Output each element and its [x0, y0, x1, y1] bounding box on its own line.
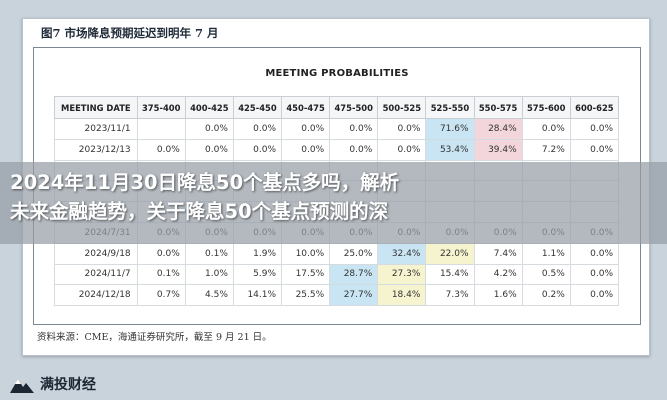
- probability-cell: 0.0%: [281, 138, 331, 161]
- probability-cell: 7.2%: [521, 138, 571, 161]
- probability-cell: 0.0%: [521, 118, 571, 140]
- meeting-date-cell: 2023/12/13: [54, 138, 138, 161]
- probability-cell: 0.0%: [232, 138, 283, 161]
- column-header-rate-range: 500-525: [377, 96, 427, 119]
- probability-cell: 1.9%: [232, 242, 283, 265]
- table-header-row: MEETING DATE 375-400 400-425 425-450 450-475…: [54, 96, 620, 119]
- probability-cell: 25.0%: [329, 242, 379, 265]
- probability-cell: 15.4%: [425, 263, 475, 286]
- column-header-meeting-date: MEETING DATE: [54, 96, 138, 119]
- probability-cell: 0.0%: [569, 263, 620, 286]
- probability-cell: 4.5%: [184, 284, 234, 307]
- table-heading: MEETING PROBABILITIES: [265, 68, 409, 79]
- probability-cell: 53.4%: [425, 138, 475, 161]
- probability-cell: 0.0%: [281, 118, 331, 140]
- probability-cell: 18.4%: [377, 284, 427, 307]
- probability-cell: 1.1%: [521, 242, 571, 265]
- probability-cell: 0.0%: [232, 118, 283, 140]
- probability-cell: 71.6%: [425, 118, 475, 140]
- probability-cell: 0.0%: [569, 284, 620, 307]
- probability-cell: 0.0%: [136, 138, 186, 161]
- probability-cell: 0.0%: [184, 138, 234, 161]
- probability-cell: 28.7%: [329, 263, 379, 286]
- headline-line-2: 未来金融趋势，关于降息50个基点预测的深: [10, 200, 389, 223]
- probability-cell: 5.9%: [232, 263, 283, 286]
- probability-cell: 32.4%: [377, 242, 427, 265]
- probability-cell: 0.0%: [377, 118, 427, 140]
- meeting-date-cell: 2024/11/7: [54, 263, 138, 286]
- probability-cell: 0.0%: [569, 118, 620, 140]
- probability-cell: 0.0%: [569, 242, 620, 265]
- probability-cell: [136, 118, 186, 140]
- probability-cell: 7.4%: [473, 242, 523, 265]
- probability-cell: 27.7%: [329, 284, 379, 307]
- probability-cell: 0.0%: [136, 242, 186, 265]
- probability-cell: 14.1%: [232, 284, 283, 307]
- column-header-rate-range: 550-575: [473, 96, 523, 119]
- figure-title: 图7 市场降息预期延迟到明年 7 月: [41, 26, 219, 40]
- probability-cell: 39.4%: [473, 138, 523, 161]
- probability-cell: 1.0%: [184, 263, 234, 286]
- meeting-date-cell: 2024/12/18: [54, 284, 138, 307]
- column-header-rate-range: 425-450: [232, 96, 283, 119]
- probability-cell: 27.3%: [377, 263, 427, 286]
- brand-name: 满投财经: [40, 377, 96, 393]
- column-header-rate-range: 525-550: [425, 96, 475, 119]
- probability-cell: 7.3%: [425, 284, 475, 307]
- source-note: 资料来源：CME，海通证券研究所，截至 9 月 21 日。: [37, 332, 272, 343]
- column-header-rate-range: 375-400: [136, 96, 186, 119]
- column-header-rate-range: 400-425: [184, 96, 234, 119]
- probability-cell: 4.2%: [473, 263, 523, 286]
- probability-cell: 0.7%: [136, 284, 186, 307]
- table-row: 2023/11/1 0.0% 0.0% 0.0% 0.0% 0.0% 71.6% 28.4% 0…: [54, 118, 620, 140]
- table-row: 2024/12/18 0.7% 4.5% 14.1% 25.5% 27.7% 18.4% 7.…: [54, 284, 620, 307]
- column-header-rate-range: 575-600: [521, 96, 571, 119]
- probability-cell: 0.2%: [521, 284, 571, 307]
- article-headline[interactable]: 2024年11月30日降息50个基点多吗，解析 未来金融趋势，关于降息50个基点…: [10, 168, 660, 226]
- probability-cell: 0.1%: [136, 263, 186, 286]
- column-header-rate-range: 475-500: [329, 96, 379, 119]
- probability-cell: 1.6%: [473, 284, 523, 307]
- table-row: 2024/9/18 0.0% 0.1% 1.9% 10.0% 25.0% 32.4% 22.0…: [54, 242, 620, 265]
- headline-overlay-band: [0, 162, 667, 244]
- probability-cell: 0.5%: [521, 263, 571, 286]
- probability-cell: 0.0%: [329, 138, 379, 161]
- table-row: 2024/11/7 0.1% 1.0% 5.9% 17.5% 28.7% 27.3% 15.4…: [54, 263, 620, 286]
- probability-cell: 0.0%: [329, 118, 379, 140]
- table-row: 2023/12/13 0.0% 0.0% 0.0% 0.0% 0.0% 0.0% 53.4% 3…: [54, 138, 620, 161]
- probability-cell: 0.0%: [377, 138, 427, 161]
- headline-line-1: 2024年11月30日降息50个基点多吗，解析: [10, 171, 400, 194]
- probability-cell: 0.0%: [184, 118, 234, 140]
- probability-cell: 25.5%: [281, 284, 331, 307]
- meeting-date-cell: 2023/11/1: [54, 118, 138, 140]
- column-header-rate-range: 600-625: [569, 96, 620, 119]
- column-header-rate-range: 450-475: [281, 96, 331, 119]
- mountain-logo-icon: [10, 379, 34, 393]
- meeting-date-cell: 2024/9/18: [54, 242, 138, 265]
- probability-cell: 22.0%: [425, 242, 475, 265]
- brand[interactable]: 满投财经: [10, 373, 96, 395]
- probability-cell: 17.5%: [281, 263, 331, 286]
- probability-cell: 28.4%: [473, 118, 523, 140]
- probability-cell: 0.1%: [184, 242, 234, 265]
- probability-cell: 0.0%: [569, 138, 620, 161]
- probability-cell: 10.0%: [281, 242, 331, 265]
